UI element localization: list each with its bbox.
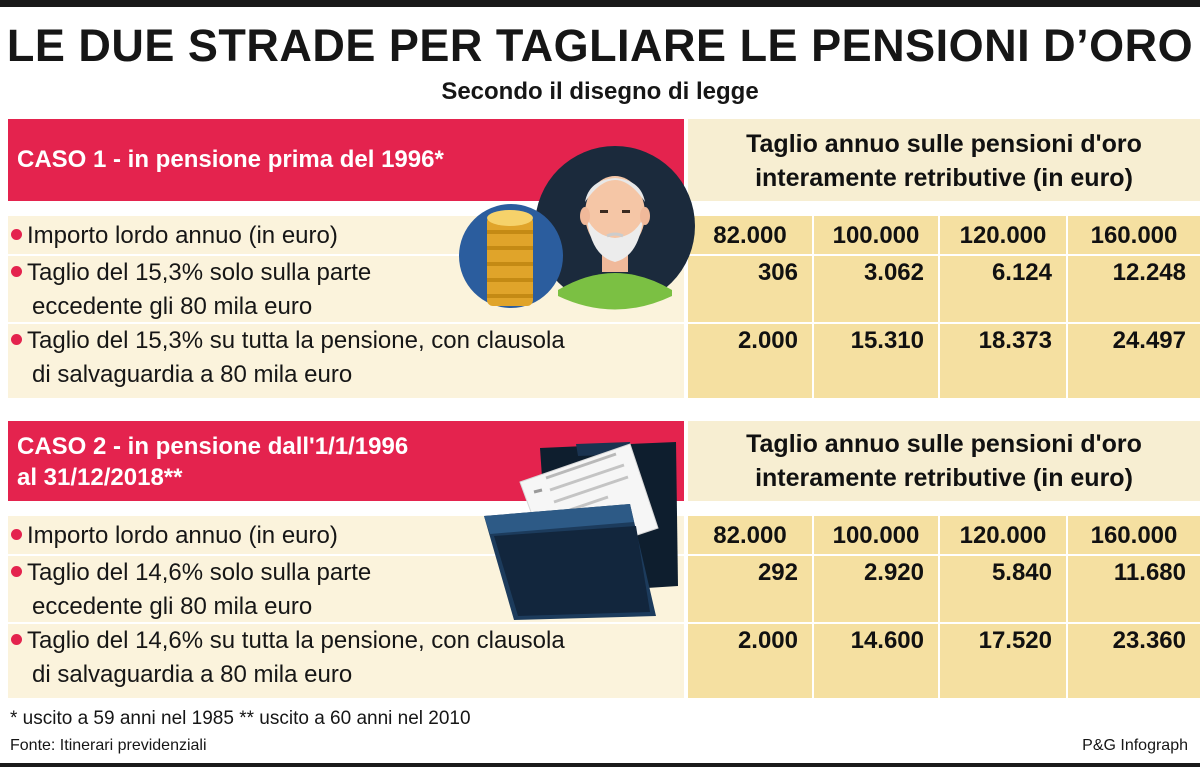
table-cell (1068, 624, 1200, 698)
table-cell (1068, 516, 1200, 554)
column-header-line2: interamente retributive (in euro) (755, 464, 1133, 492)
row-label-text: Importo lordo annuo (in euro) (27, 522, 338, 549)
table-cell (688, 624, 812, 698)
table-cell (814, 516, 938, 554)
case-2-column-header: Taglio annuo sulle pensioni d'oro intera… (688, 421, 1200, 501)
table-cell (1068, 324, 1200, 398)
source-note: Fonte: Itinerari previdenziali (10, 737, 207, 754)
row-label-text-line2: di salvaguardia a 80 mila euro (32, 661, 353, 688)
value-cell: 18.373 (978, 327, 1052, 354)
value-cell: 3.062 (863, 259, 924, 286)
page-title: LE DUE STRADE PER TAGLIARE LE PENSIONI D… (6, 20, 1194, 71)
table-cell (688, 324, 812, 398)
value-cell: 5.840 (991, 559, 1052, 586)
table-cell (814, 556, 938, 622)
row-label-text: Taglio del 15,3% solo sulla parte (27, 259, 372, 286)
table-cell (814, 216, 938, 254)
top-rule (0, 0, 1200, 7)
table-cell (688, 516, 812, 554)
value-cell: 292 (757, 559, 798, 586)
bullet-dot (11, 634, 22, 646)
bottom-rule (0, 763, 1200, 767)
table-cell (940, 516, 1066, 554)
table-cell (940, 624, 1066, 698)
bullet-dot (11, 334, 22, 346)
column-header-line2: interamente retributive (in euro) (755, 164, 1133, 192)
table-cell (814, 256, 938, 322)
table-cell (1068, 256, 1200, 322)
pensioner-and-coins-illustration (459, 146, 695, 310)
amount-header-cell: 100.000 (832, 522, 920, 549)
amount-header-cell: 160.000 (1090, 522, 1178, 549)
value-cell: 17.520 (978, 627, 1052, 654)
amount-header-cell: 120.000 (959, 222, 1047, 249)
table-cell (1068, 556, 1200, 622)
credit: P&G Infograph (1082, 737, 1188, 754)
case-2-title-line2: al 31/12/2018** (17, 464, 183, 491)
case-2-title-line1: CASO 2 - in pensione dall'1/1/1996 (17, 433, 409, 460)
row-bg (8, 324, 684, 398)
table-cell (940, 216, 1066, 254)
value-cell: 15.310 (850, 327, 924, 354)
value-cell: 6.124 (991, 259, 1052, 286)
row-label-text: Importo lordo annuo (in euro) (27, 222, 338, 249)
value-cell: 2.000 (737, 627, 798, 654)
row-label-text-line2: eccedente gli 80 mila euro (32, 593, 313, 620)
table-cell (940, 556, 1066, 622)
row-bg (8, 624, 684, 698)
row-label: Taglio del 14,6% solo sulla parte ecceden… (11, 556, 371, 624)
row-label-text: Taglio del 14,6% su tutta la pensione, c… (27, 627, 565, 654)
row-label: Taglio del 15,3% solo sulla parte ecceden… (11, 256, 371, 324)
table-cell (814, 624, 938, 698)
folder-front-icon (484, 504, 656, 620)
row-label: Taglio del 14,6% su tutta la pensione, c… (11, 624, 565, 692)
table-cell (940, 324, 1066, 398)
value-cell: 24.497 (1112, 327, 1186, 354)
amount-header-cell: 100.000 (832, 222, 920, 249)
row-label-text-line2: di salvaguardia a 80 mila euro (32, 361, 353, 388)
value-cell: 2.920 (863, 559, 924, 586)
row-label: Importo lordo annuo (in euro) (11, 219, 338, 253)
amount-header-cell: 82.000 (713, 222, 787, 249)
row-label-text-line2: eccedente gli 80 mila euro (32, 293, 313, 320)
table-cell (814, 324, 938, 398)
column-header-line1: Taglio annuo sulle pensioni d'oro (746, 130, 1142, 158)
row-label-text: Taglio del 15,3% su tutta la pensione, c… (27, 327, 565, 354)
bullet-dot (11, 229, 22, 241)
column-header-line1: Taglio annuo sulle pensioni d'oro (746, 430, 1142, 458)
amount-header-cell: 82.000 (713, 522, 787, 549)
amount-header-cell: 120.000 (959, 522, 1047, 549)
value-cell: 23.360 (1112, 627, 1186, 654)
bullet-dot (11, 529, 22, 541)
table-cell (940, 256, 1066, 322)
value-cell: 14.600 (850, 627, 924, 654)
amount-header-cell: 160.000 (1090, 222, 1178, 249)
table-cell (688, 216, 812, 254)
row-label-text: Taglio del 14,6% solo sulla parte (27, 559, 372, 586)
table-cell (688, 556, 812, 622)
coins-icon (459, 204, 563, 308)
bullet-dot (11, 266, 22, 278)
table-cell (1068, 216, 1200, 254)
bullet-dot (11, 566, 22, 578)
folder-with-documents-illustration (484, 442, 678, 620)
table-cell (688, 256, 812, 322)
value-cell: 12.248 (1112, 259, 1186, 286)
page-subtitle: Secondo il disegno di legge (441, 78, 759, 105)
row-label: Taglio del 15,3% su tutta la pensione, c… (11, 324, 565, 392)
footnote: * uscito a 59 anni nel 1985 ** uscito a … (10, 708, 471, 729)
value-cell: 11.680 (1113, 559, 1186, 586)
pensioner-icon (535, 146, 695, 310)
value-cell: 306 (757, 259, 798, 286)
value-cell: 2.000 (737, 327, 798, 354)
case-1-column-header: Taglio annuo sulle pensioni d'oro intera… (688, 119, 1200, 201)
row-label: Importo lordo annuo (in euro) (11, 519, 338, 553)
